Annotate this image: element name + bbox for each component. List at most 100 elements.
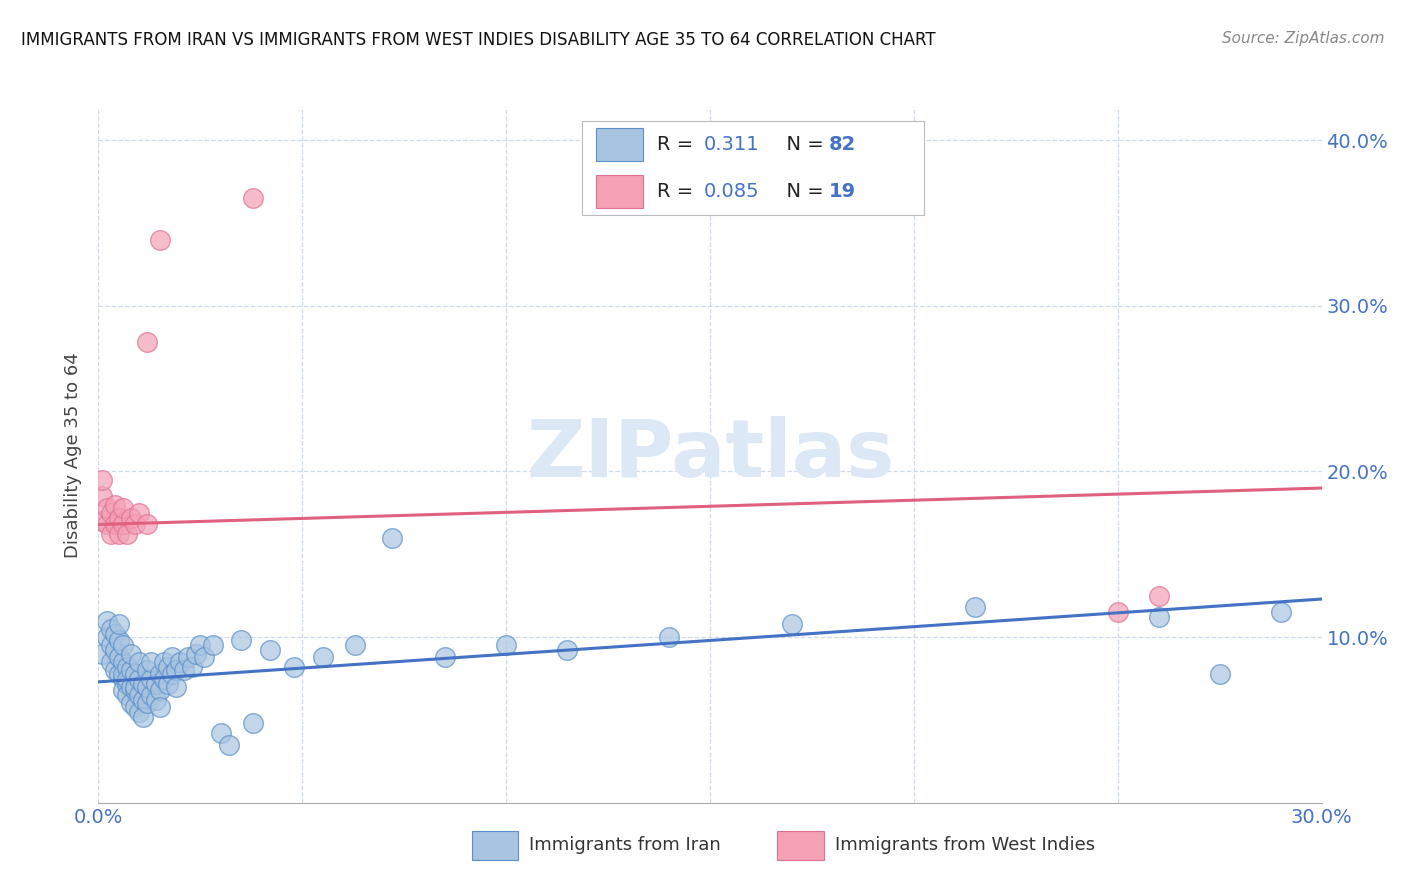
Point [145,676,167,690]
Point [160,666,183,681]
Point [149,699,172,714]
Point [344,639,367,653]
Point [91,473,114,487]
Text: 0.311: 0.311 [704,135,759,154]
Point [115,660,138,674]
Point [149,233,172,247]
Point [557,643,579,657]
Point [780,616,803,631]
Point [108,616,131,631]
Point [108,633,131,648]
Point [111,655,134,669]
Point [124,699,146,714]
Point [96,614,118,628]
Point [141,688,163,702]
Point [108,527,131,541]
Point [96,517,118,532]
Point [104,627,127,641]
Point [124,517,146,532]
Point [165,663,187,677]
Point [242,191,264,205]
Point [96,630,118,644]
Point [136,680,159,694]
Point [108,511,131,525]
Text: R =: R = [658,182,700,201]
Point [111,672,134,686]
FancyBboxPatch shape [582,121,924,215]
Point [136,663,159,677]
Point [120,697,142,711]
Point [193,650,215,665]
Point [156,660,179,674]
Text: N =: N = [773,182,830,201]
Point [259,643,281,657]
Point [186,647,208,661]
Point [1147,589,1170,603]
Point [124,666,146,681]
Point [132,676,155,690]
Point [128,672,150,686]
Point [136,697,159,711]
Point [160,650,183,665]
Point [1107,605,1129,619]
FancyBboxPatch shape [596,175,643,208]
Point [115,527,138,541]
Point [100,527,122,541]
FancyBboxPatch shape [596,128,643,161]
Text: R =: R = [658,135,700,154]
Point [120,511,142,525]
Point [231,633,253,648]
Point [209,726,232,740]
Point [173,663,195,677]
Point [1270,605,1292,619]
Point [111,683,134,698]
Point [120,663,142,677]
Point [128,506,150,520]
Point [152,655,174,669]
Point [128,688,150,702]
Point [128,655,150,669]
Text: 0.085: 0.085 [704,182,759,201]
FancyBboxPatch shape [778,830,824,860]
Point [132,693,155,707]
Point [100,639,122,653]
Point [104,643,127,657]
Y-axis label: Disability Age 35 to 64: Disability Age 35 to 64 [65,352,83,558]
Point [169,655,191,669]
Point [124,680,146,694]
Text: Source: ZipAtlas.com: Source: ZipAtlas.com [1222,31,1385,46]
Point [115,672,138,686]
Point [1209,666,1232,681]
Point [141,655,163,669]
Text: 82: 82 [828,135,856,154]
Text: IMMIGRANTS FROM IRAN VS IMMIGRANTS FROM WEST INDIES DISABILITY AGE 35 TO 64 CORR: IMMIGRANTS FROM IRAN VS IMMIGRANTS FROM … [21,31,936,49]
Point [181,660,204,674]
Point [152,672,174,686]
Point [218,738,240,752]
Point [100,622,122,636]
Point [124,683,146,698]
Point [108,666,131,681]
Point [149,683,172,698]
Point [242,716,264,731]
Point [495,639,517,653]
Point [100,655,122,669]
Point [177,650,200,665]
Text: Immigrants from Iran: Immigrants from Iran [529,836,721,854]
Point [145,693,167,707]
Point [141,672,163,686]
Point [283,660,305,674]
Text: N =: N = [773,135,830,154]
Point [120,680,142,694]
Point [111,517,134,532]
Text: ZIPatlas: ZIPatlas [526,416,894,494]
Text: 19: 19 [828,182,856,201]
Point [312,650,335,665]
Point [115,676,138,690]
Point [434,650,457,665]
Point [128,705,150,719]
Point [1147,610,1170,624]
Point [111,639,134,653]
Point [91,514,114,528]
Point [201,639,224,653]
